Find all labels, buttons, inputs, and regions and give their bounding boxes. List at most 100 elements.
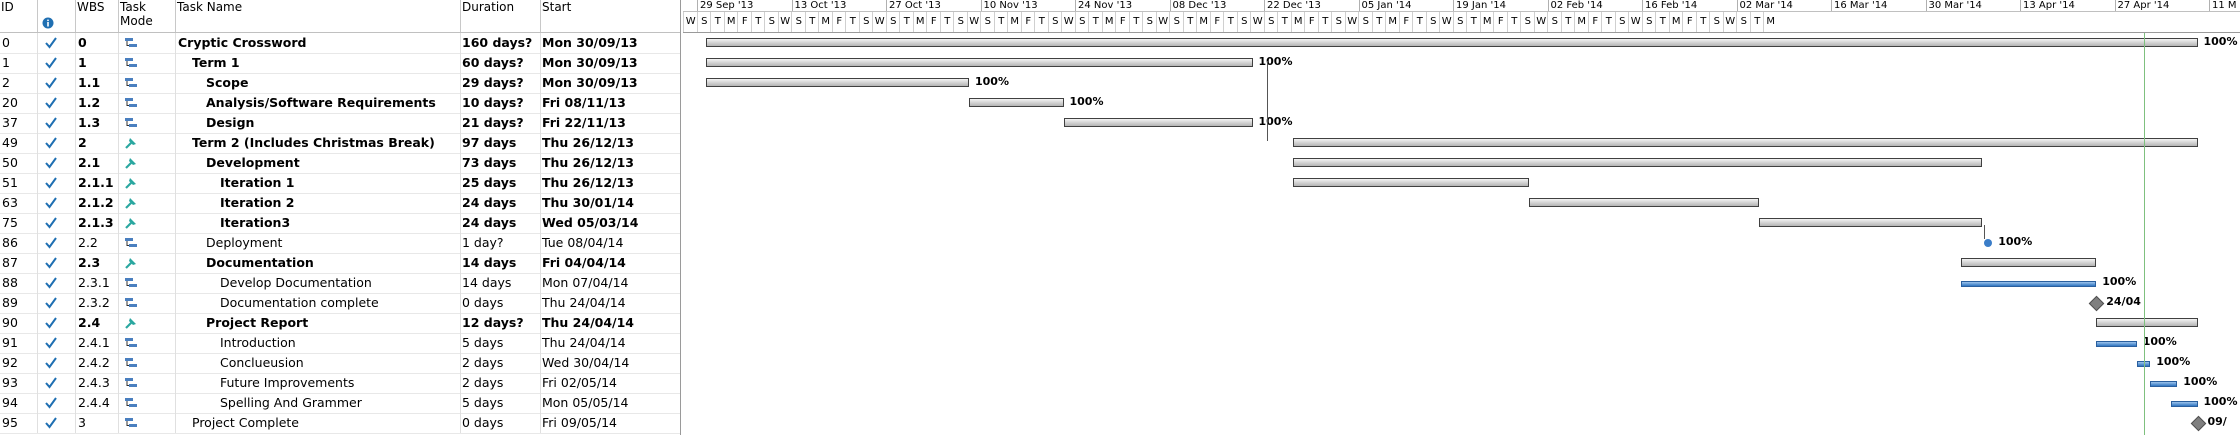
summary-bar[interactable] (705, 78, 969, 87)
task-duration[interactable]: 24 days (461, 213, 541, 233)
task-bar[interactable] (2170, 401, 2198, 407)
task-start[interactable]: Mon 30/09/13 (542, 35, 638, 50)
task-name[interactable]: Analysis/Software Requirements (176, 93, 461, 113)
task-mode[interactable] (119, 273, 176, 293)
task-row[interactable]: 49 2 Term 2 (Includes Christmas Break) 9… (0, 133, 680, 154)
summary-bar[interactable] (705, 58, 1253, 67)
task-start[interactable]: Wed 30/04/14 (542, 355, 630, 370)
task-name[interactable]: Iteration 1 (176, 173, 461, 193)
task-mode[interactable] (119, 333, 176, 353)
task-row[interactable]: 92 2.4.2 Conclueusion 2 days Wed 30/04/1… (0, 353, 680, 374)
task-duration[interactable]: 2 days (461, 373, 541, 393)
milestone-diamond[interactable] (2190, 415, 2206, 432)
task-start[interactable]: Thu 24/04/14 (542, 295, 626, 310)
task-name[interactable]: Iteration 2 (176, 193, 461, 213)
task-mode[interactable] (119, 193, 176, 213)
task-name[interactable]: Documentation complete (176, 293, 461, 313)
task-mode[interactable] (119, 213, 176, 233)
task-duration[interactable]: 29 days? (461, 73, 541, 93)
task-duration[interactable]: 1 day? (461, 233, 541, 253)
task-row[interactable]: 94 2.4.4 Spelling And Grammer 5 days Mon… (0, 393, 680, 414)
task-duration[interactable]: 14 days (461, 273, 541, 293)
task-name[interactable]: Scope (176, 73, 461, 93)
task-start[interactable]: Mon 07/04/14 (542, 275, 629, 290)
task-start[interactable]: Fri 04/04/14 (542, 255, 626, 270)
summary-bar[interactable] (969, 98, 1064, 107)
task-dot[interactable] (1984, 239, 1993, 247)
task-name[interactable]: Introduction (176, 333, 461, 353)
task-row[interactable]: 37 1.3 Design 21 days? Fri 22/11/13 (0, 113, 680, 134)
task-mode[interactable] (119, 73, 176, 93)
task-duration[interactable]: 12 days? (461, 313, 541, 333)
header-indicators[interactable] (38, 0, 76, 32)
task-duration[interactable]: 60 days? (461, 53, 541, 73)
task-name[interactable]: Development (176, 153, 461, 173)
task-duration[interactable]: 21 days? (461, 113, 541, 133)
task-mode[interactable] (119, 153, 176, 173)
task-row[interactable]: 75 2.1.3 Iteration3 24 days Wed 05/03/14 (0, 213, 680, 234)
task-start[interactable]: Tue 08/04/14 (542, 235, 624, 250)
header-id[interactable]: ID (0, 0, 38, 32)
task-duration[interactable]: 10 days? (461, 93, 541, 113)
task-duration[interactable]: 2 days (461, 353, 541, 373)
task-start[interactable]: Thu 26/12/13 (542, 135, 634, 150)
task-duration[interactable]: 24 days (461, 193, 541, 213)
header-task-name[interactable]: Task Name (176, 0, 461, 32)
task-name[interactable]: Project Complete (176, 413, 461, 433)
task-duration[interactable]: 0 days (461, 413, 541, 433)
summary-bar[interactable] (1961, 258, 2097, 267)
task-row[interactable]: 91 2.4.1 Introduction 5 days Thu 24/04/1… (0, 333, 680, 354)
task-name[interactable]: Term 1 (176, 53, 461, 73)
task-row[interactable]: 51 2.1.1 Iteration 1 25 days Thu 26/12/1… (0, 173, 680, 194)
task-row[interactable]: 0 0 Cryptic Crossword 160 days? Mon 30/0… (0, 33, 680, 54)
task-row[interactable]: 87 2.3 Documentation 14 days Fri 04/04/1… (0, 253, 680, 274)
task-name[interactable]: Spelling And Grammer (176, 393, 461, 413)
task-start[interactable]: Wed 05/03/14 (542, 215, 639, 230)
summary-bar[interactable] (1758, 218, 1982, 227)
task-name[interactable]: Deployment (176, 233, 461, 253)
task-mode[interactable] (119, 253, 176, 273)
task-start[interactable]: Thu 26/12/13 (542, 155, 634, 170)
task-row[interactable]: 95 3 Project Complete 0 days Fri 09/05/1… (0, 413, 680, 434)
task-start[interactable]: Thu 26/12/13 (542, 175, 634, 190)
task-mode[interactable] (119, 413, 176, 433)
task-duration[interactable]: 160 days? (461, 33, 541, 53)
task-start[interactable]: Thu 30/01/14 (542, 195, 634, 210)
task-start[interactable]: Fri 09/05/14 (542, 415, 618, 430)
task-mode[interactable] (119, 33, 176, 53)
task-start[interactable]: Thu 24/04/14 (542, 315, 634, 330)
summary-bar[interactable] (1529, 198, 1759, 207)
header-duration[interactable]: Duration (461, 0, 541, 32)
task-row[interactable]: 20 1.2 Analysis/Software Requirements 10… (0, 93, 680, 114)
task-start[interactable]: Fri 22/11/13 (542, 115, 626, 130)
task-mode[interactable] (119, 233, 176, 253)
header-start[interactable]: Start (542, 0, 572, 14)
task-mode[interactable] (119, 293, 176, 313)
task-mode[interactable] (119, 133, 176, 153)
task-name[interactable]: Develop Documentation (176, 273, 461, 293)
task-duration[interactable]: 97 days (461, 133, 541, 153)
task-start[interactable]: Mon 05/05/14 (542, 395, 629, 410)
summary-bar[interactable] (1293, 138, 2198, 147)
task-start[interactable]: Mon 30/09/13 (542, 75, 638, 90)
task-duration[interactable]: 5 days (461, 333, 541, 353)
task-start[interactable]: Fri 08/11/13 (542, 95, 626, 110)
task-mode[interactable] (119, 53, 176, 73)
task-name[interactable]: Cryptic Crossword (176, 33, 461, 53)
task-mode[interactable] (119, 113, 176, 133)
task-row[interactable]: 2 1.1 Scope 29 days? Mon 30/09/13 (0, 73, 680, 94)
task-mode[interactable] (119, 93, 176, 113)
task-start[interactable]: Fri 02/05/14 (542, 375, 618, 390)
task-name[interactable]: Conclueusion (176, 353, 461, 373)
task-duration[interactable]: 0 days (461, 293, 541, 313)
summary-bar[interactable] (2096, 318, 2198, 327)
task-name[interactable]: Documentation (176, 253, 461, 273)
task-row[interactable]: 50 2.1 Development 73 days Thu 26/12/13 (0, 153, 680, 174)
summary-bar[interactable] (1293, 158, 1982, 167)
task-row[interactable]: 89 2.3.2 Documentation complete 0 days T… (0, 293, 680, 314)
task-mode[interactable] (119, 353, 176, 373)
summary-bar[interactable] (705, 38, 2198, 47)
task-row[interactable]: 88 2.3.1 Develop Documentation 14 days M… (0, 273, 680, 294)
task-name[interactable]: Term 2 (Includes Christmas Break) (176, 133, 461, 153)
task-bar[interactable] (2150, 381, 2178, 387)
